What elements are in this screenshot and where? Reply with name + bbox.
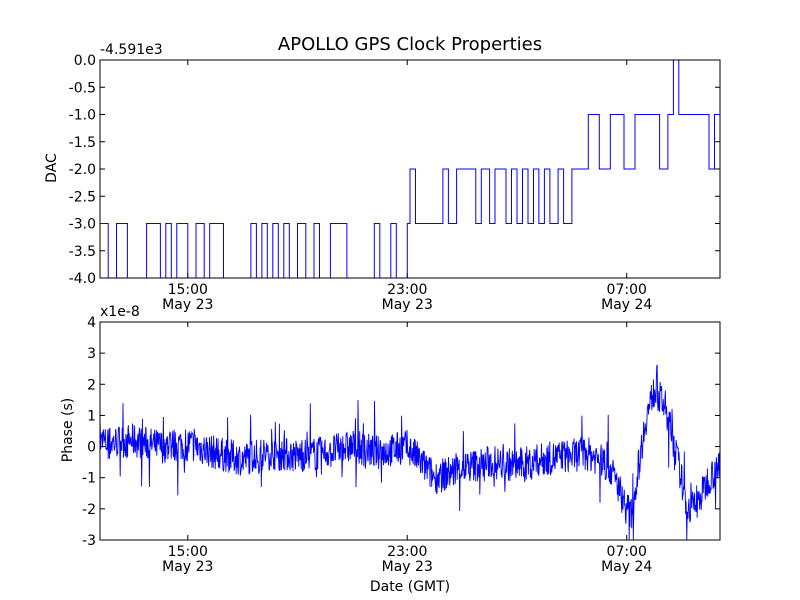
phase-offset-label: x1e-8 xyxy=(100,304,140,320)
y-tick-label: -4.0 xyxy=(69,271,96,287)
y-tick-label: -2.5 xyxy=(69,189,96,205)
y-tick-label: -1 xyxy=(82,471,96,487)
y-tick-label: 0.0 xyxy=(74,53,96,69)
dac-offset-label: -4.591e3 xyxy=(100,42,163,58)
dac-series-line xyxy=(100,60,720,278)
y-tick-label: 2 xyxy=(87,377,96,393)
x-tick-time-label: 23:00 xyxy=(387,544,427,560)
dac-y-axis-label: DAC xyxy=(44,153,60,183)
phase-series-line xyxy=(100,364,720,540)
chart-title: APOLLO GPS Clock Properties xyxy=(278,34,542,55)
y-tick-label: 4 xyxy=(87,315,96,331)
x-axis-label: Date (GMT) xyxy=(370,579,450,595)
phase-series xyxy=(100,364,720,540)
x-tick-date-label: May 24 xyxy=(601,559,652,575)
x-tick-date-label: May 23 xyxy=(382,297,433,313)
x-tick-time-label: 15:00 xyxy=(168,282,208,298)
x-tick-date-label: May 23 xyxy=(162,297,213,313)
y-tick-label: -3 xyxy=(82,533,96,549)
dac-axis-ticks: 0.0 -0.5 -1.0 -1.5 -2.0 -2.5 -3.0 -3.5 -4.0 15:00… xyxy=(69,53,720,313)
x-tick-date-label: May 23 xyxy=(162,559,213,575)
x-tick-date-label: May 24 xyxy=(601,297,652,313)
x-tick-time-label: 07:00 xyxy=(607,544,647,560)
x-tick-time-label: 23:00 xyxy=(387,282,427,298)
y-tick-label: 0 xyxy=(87,440,96,456)
dac-panel: -4.591e3 DAC 0.0 -0.5 -1.0 -1.5 -2.0 -2.5 -3.0… xyxy=(44,42,721,313)
x-tick-time-label: 07:00 xyxy=(607,282,647,298)
dac-plot-frame xyxy=(99,59,721,279)
phase-plot-frame xyxy=(99,321,721,541)
y-tick-label: -3.5 xyxy=(69,244,96,260)
dac-series xyxy=(100,60,720,278)
y-tick-label: -0.5 xyxy=(69,80,96,96)
y-tick-label: -1.0 xyxy=(69,108,96,124)
y-tick-label: -2 xyxy=(82,502,96,518)
y-tick-label: -3.0 xyxy=(69,217,96,233)
y-tick-label: -1.5 xyxy=(69,135,96,151)
phase-y-axis-label: Phase (s) xyxy=(60,398,76,462)
x-tick-time-label: 15:00 xyxy=(168,544,208,560)
y-tick-label: -2.0 xyxy=(69,162,96,178)
x-tick-date-label: May 23 xyxy=(382,559,433,575)
y-tick-label: 3 xyxy=(87,346,96,362)
y-tick-label: 1 xyxy=(87,408,96,424)
